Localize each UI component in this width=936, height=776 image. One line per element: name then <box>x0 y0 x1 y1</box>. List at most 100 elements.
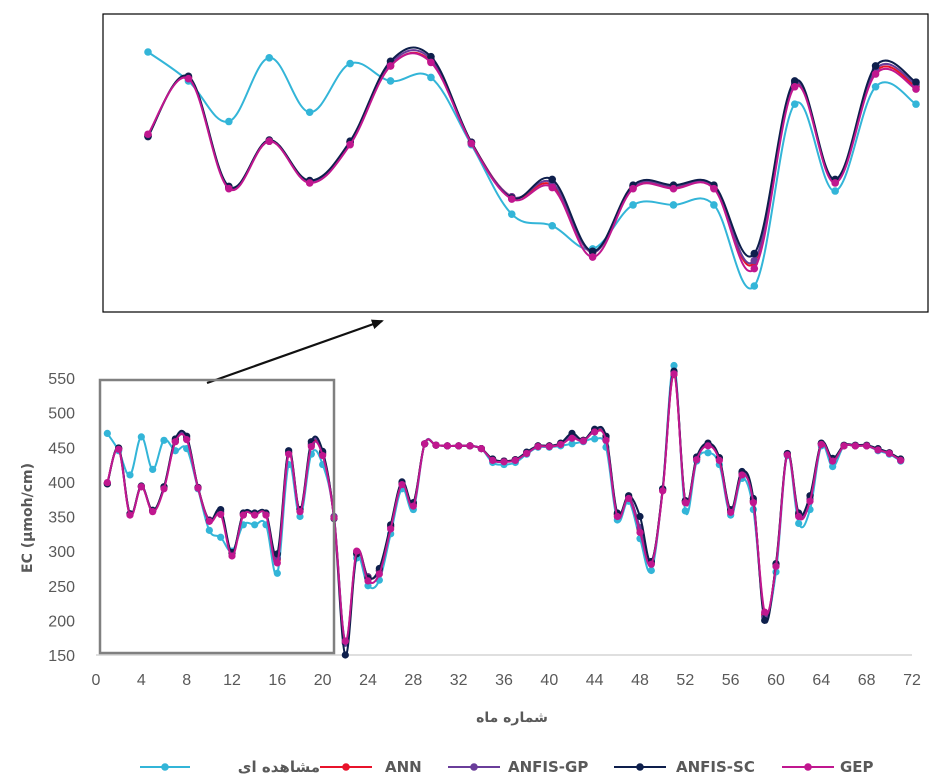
data-point <box>398 481 406 489</box>
legend-swatch-marker <box>161 763 169 771</box>
data-point <box>851 442 859 450</box>
data-point <box>103 478 111 487</box>
data-point <box>557 440 565 449</box>
legend-swatch-marker <box>342 763 350 771</box>
data-point <box>500 458 508 466</box>
data-point <box>160 436 168 444</box>
data-point <box>228 552 236 560</box>
data-point <box>341 651 349 659</box>
data-point <box>375 570 383 578</box>
inset-data-point <box>871 82 880 91</box>
y-tick-label: 500 <box>48 406 75 423</box>
data-point <box>149 508 157 516</box>
inset-data-point <box>669 184 678 193</box>
data-point <box>783 451 791 459</box>
data-point <box>273 569 281 577</box>
inset-data-point <box>588 247 597 256</box>
inset-data-point <box>588 253 597 261</box>
data-point <box>251 511 259 519</box>
data-point <box>149 465 157 474</box>
inset-data-point <box>225 117 233 126</box>
data-point <box>353 547 361 555</box>
legend-label: ANN <box>385 758 422 776</box>
inset-data-point <box>184 74 193 83</box>
inset-data-point <box>225 184 233 193</box>
inset-data-point <box>467 139 476 148</box>
series-line <box>106 372 902 643</box>
x-tick-label: 8 <box>182 672 191 689</box>
data-point <box>387 525 395 533</box>
zoom-inset-frame <box>102 13 929 313</box>
data-point <box>874 446 882 454</box>
inset-data-point <box>305 108 314 117</box>
data-point <box>421 440 429 448</box>
inset-data-point <box>750 249 759 258</box>
data-point <box>897 456 905 465</box>
data-point <box>647 566 655 575</box>
data-point <box>761 616 769 624</box>
inset-data-point <box>548 175 557 184</box>
data-point <box>636 528 644 537</box>
data-point <box>137 483 145 491</box>
inset-data-point <box>346 140 354 149</box>
legend-swatch-marker <box>470 763 478 771</box>
data-point <box>534 442 542 451</box>
inset-data-point <box>305 179 314 187</box>
x-tick-label: 0 <box>92 672 101 689</box>
data-point <box>602 436 610 444</box>
legend-item: ANN <box>320 758 422 776</box>
data-point <box>115 445 123 453</box>
legend-label: GEP <box>840 758 874 776</box>
legend-swatch-marker <box>636 763 644 771</box>
data-point <box>126 511 134 519</box>
legend-item: مشاهده ای <box>140 758 320 776</box>
data-point <box>489 456 497 465</box>
x-tick-label: 64 <box>812 672 830 689</box>
inset-data-point <box>144 130 152 139</box>
legend-item: ANFIS-SC <box>614 758 755 776</box>
series-0 <box>103 361 905 645</box>
data-point <box>103 429 111 437</box>
y-tick-label: 400 <box>48 475 75 492</box>
data-point <box>625 494 633 503</box>
data-point <box>160 485 168 493</box>
data-point <box>568 440 576 448</box>
zoom-highlight-box <box>98 378 336 655</box>
data-point <box>205 526 213 534</box>
y-tick-label: 350 <box>48 510 75 527</box>
data-point <box>670 361 678 370</box>
x-tick-label: 36 <box>495 672 513 689</box>
inset-data-point <box>912 85 920 93</box>
data-point <box>409 502 417 510</box>
x-tick-label: 40 <box>540 672 558 689</box>
y-tick-label: 450 <box>48 440 75 457</box>
y-tick-label: 550 <box>48 371 75 388</box>
data-point <box>262 511 270 519</box>
data-point <box>183 436 191 444</box>
data-point <box>545 442 553 451</box>
inset-data-point <box>831 179 839 187</box>
data-point <box>829 457 837 465</box>
data-point <box>591 435 599 443</box>
data-point <box>285 450 293 458</box>
x-tick-label: 20 <box>314 672 332 689</box>
data-point <box>217 533 225 541</box>
data-point <box>194 484 202 492</box>
data-point <box>806 497 814 505</box>
data-point <box>126 471 134 479</box>
data-point <box>817 440 825 449</box>
x-tick-label: 56 <box>722 672 740 689</box>
data-point <box>171 438 179 446</box>
data-point <box>455 442 463 450</box>
inset-data-point <box>629 184 637 193</box>
data-point <box>443 442 451 450</box>
inset-data-point <box>871 70 880 78</box>
data-point <box>296 508 304 516</box>
x-tick-label: 12 <box>223 672 241 689</box>
inset-data-point <box>144 48 152 56</box>
x-axis-title: شماره ماه <box>476 710 548 726</box>
inset-series-4 <box>144 52 920 273</box>
legend-item: GEP <box>782 758 874 776</box>
inset-data-point <box>790 100 799 108</box>
x-tick-label: 24 <box>359 672 377 689</box>
